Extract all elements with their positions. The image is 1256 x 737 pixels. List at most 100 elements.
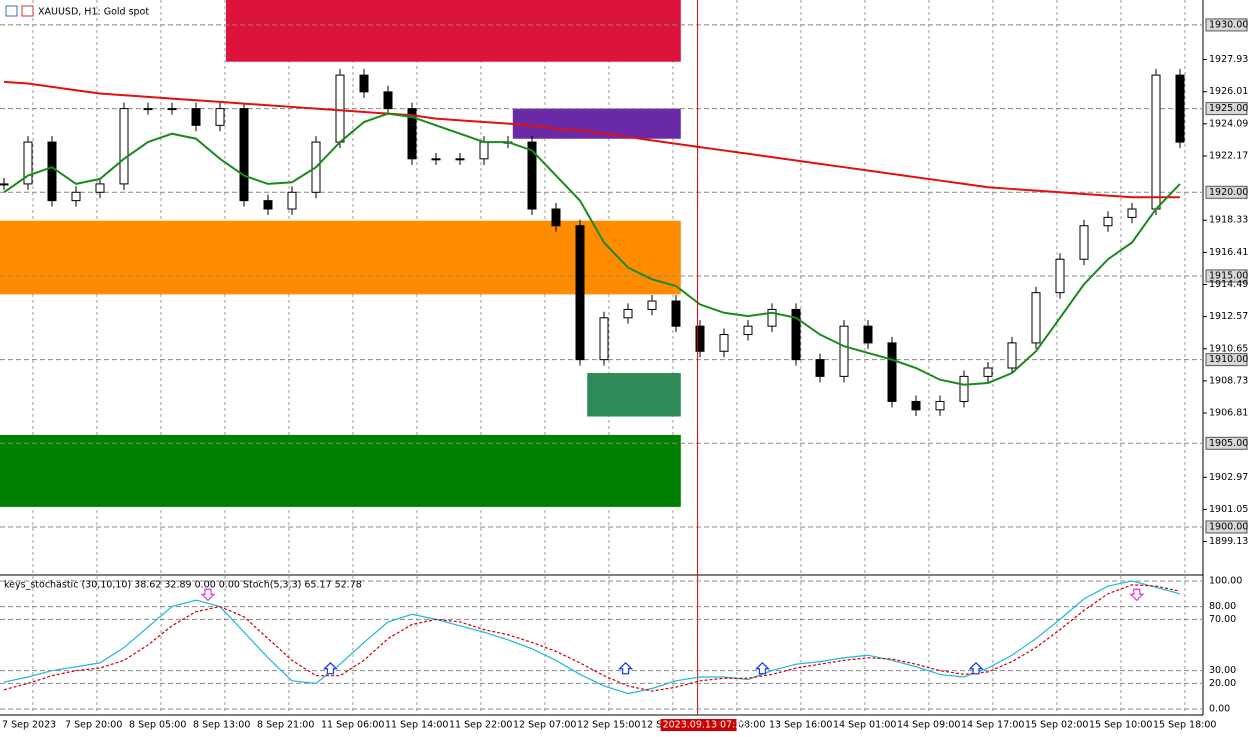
candle [1127, 208, 1137, 218]
candle [359, 74, 369, 93]
y-tick-label: 1926.01 [1209, 86, 1248, 97]
x-tick-label: 12 S [641, 720, 662, 731]
candle [863, 325, 873, 344]
candle [815, 359, 825, 377]
level-label-bg [1205, 185, 1248, 199]
signal-arrow [322, 661, 338, 675]
x-tick-label: 7 Sep 2023 [2, 720, 56, 731]
y-tick-label: 70.00 [1209, 614, 1236, 625]
x-tick-label: 13 Sep 16:00 [769, 720, 832, 731]
y-tick-label: 1916.41 [1209, 247, 1248, 258]
y-tick-label: 1914.49 [1209, 279, 1248, 290]
candle [239, 108, 249, 202]
candle [455, 158, 465, 161]
candle [23, 141, 33, 185]
candle [1151, 74, 1161, 210]
candle [1079, 225, 1089, 260]
y-tick-label: 30.00 [1209, 665, 1236, 676]
candle [791, 308, 801, 361]
candle [407, 108, 417, 160]
y-tick-label: 1901.05 [1209, 504, 1248, 515]
y-tick-label: 1915.00 [1209, 270, 1248, 281]
zone [512, 108, 681, 139]
y-tick-label: 1927.93 [1209, 54, 1248, 65]
level-label-bg [1205, 18, 1248, 32]
window-icon[interactable] [21, 5, 34, 17]
y-tick-label: 1920.00 [1209, 187, 1248, 198]
y-tick-label: 1924.09 [1209, 118, 1248, 129]
candle [623, 308, 633, 319]
y-tick-label: 20.00 [1209, 678, 1236, 689]
signal-arrow [618, 661, 634, 675]
y-tick-label: 100.00 [1209, 575, 1242, 586]
candle [335, 74, 345, 143]
symbol-title: XAUUSD, H1: Gold spot [38, 7, 149, 18]
x-tick-label: 15 Sep 10:00 [1089, 720, 1152, 731]
y-tick-label: 1912.57 [1209, 311, 1248, 322]
zone [587, 373, 681, 417]
x-tick-label: 8 Sep 13:00 [193, 720, 250, 731]
cursor-label-bg [660, 719, 737, 731]
x-tick-label: 7 Sep 20:00 [65, 720, 122, 731]
x-tick-label: 08:00 [738, 720, 765, 731]
candle [1031, 292, 1041, 344]
candle [1175, 74, 1185, 143]
x-tick-label: 12 Sep 07:00 [513, 720, 576, 731]
y-tick-label: 1925.00 [1209, 103, 1248, 114]
signal-arrow [754, 661, 770, 675]
candle [47, 141, 57, 202]
y-tick-label: 1930.00 [1209, 19, 1248, 30]
y-tick-label: 1910.00 [1209, 354, 1248, 365]
x-tick-label: 11 Sep 14:00 [385, 720, 448, 731]
level-label-bg [1205, 520, 1248, 534]
candle [167, 108, 177, 111]
candle [0, 183, 9, 186]
candle [383, 91, 393, 110]
y-tick-label: 1908.73 [1209, 375, 1248, 386]
candle [191, 108, 201, 126]
level-label-bg [1205, 353, 1248, 367]
menu-icon[interactable] [5, 5, 18, 17]
candle [1103, 216, 1113, 227]
y-tick-label: 1918.33 [1209, 215, 1248, 226]
candle [551, 208, 561, 227]
signal-arrow [200, 588, 216, 602]
x-tick-label: 14 Sep 17:00 [961, 720, 1024, 731]
y-tick-label: 1902.97 [1209, 472, 1248, 483]
y-tick-label: 1906.81 [1209, 408, 1248, 419]
indicator-title: keys_stochastic (30,10,10) 38.62 32.89 0… [4, 580, 362, 591]
candle [527, 141, 537, 210]
indicator-line [3, 580, 1181, 695]
candle [119, 108, 129, 185]
candle [479, 141, 489, 160]
zone [0, 434, 681, 507]
candle [959, 375, 969, 402]
signal-arrow [1129, 588, 1145, 602]
candle [935, 400, 945, 411]
candle [983, 367, 993, 377]
y-tick-label: 1922.17 [1209, 150, 1248, 161]
indicator-line [3, 584, 1181, 692]
y-tick-label: 0.00 [1209, 703, 1230, 714]
candle [575, 225, 585, 361]
level-label-bg [1205, 102, 1248, 116]
x-tick-label: 11 Sep 22:00 [449, 720, 512, 731]
candle [839, 325, 849, 377]
signal-arrow [968, 661, 984, 675]
candle [287, 191, 297, 210]
candle [695, 325, 705, 352]
candle [263, 200, 273, 210]
y-tick-label: 1905.00 [1209, 438, 1248, 449]
candle [1007, 342, 1017, 369]
candle [71, 191, 81, 202]
moving-average [3, 112, 1181, 386]
candle [671, 300, 681, 327]
candle [431, 158, 441, 161]
y-tick-label: 1910.65 [1209, 343, 1248, 354]
candle [719, 334, 729, 352]
zone [0, 220, 681, 295]
level-label-bg [1205, 269, 1248, 283]
zone [226, 0, 681, 62]
x-tick-label: 8 Sep 21:00 [257, 720, 314, 731]
